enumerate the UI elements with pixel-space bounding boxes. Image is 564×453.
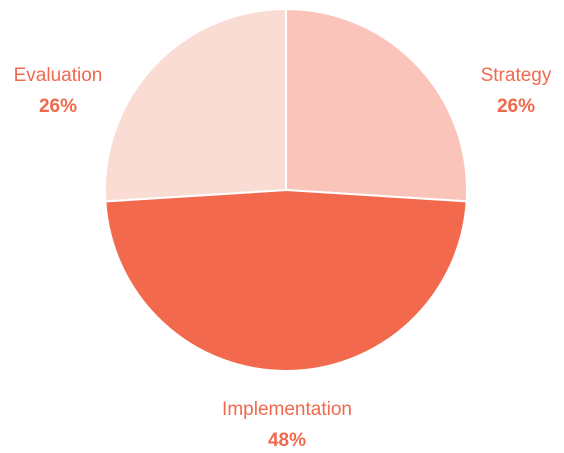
pie-slice — [104, 188, 468, 372]
slice-value-label: 26% — [39, 96, 77, 117]
slice-label: Strategy — [481, 65, 552, 86]
pie-slice — [285, 7, 468, 203]
slice-value-label: 48% — [268, 430, 306, 451]
slice-value-label: 26% — [497, 96, 535, 117]
slice-label: Implementation — [222, 399, 352, 420]
slice-label: Evaluation — [14, 65, 103, 86]
pie-slice — [104, 7, 287, 203]
